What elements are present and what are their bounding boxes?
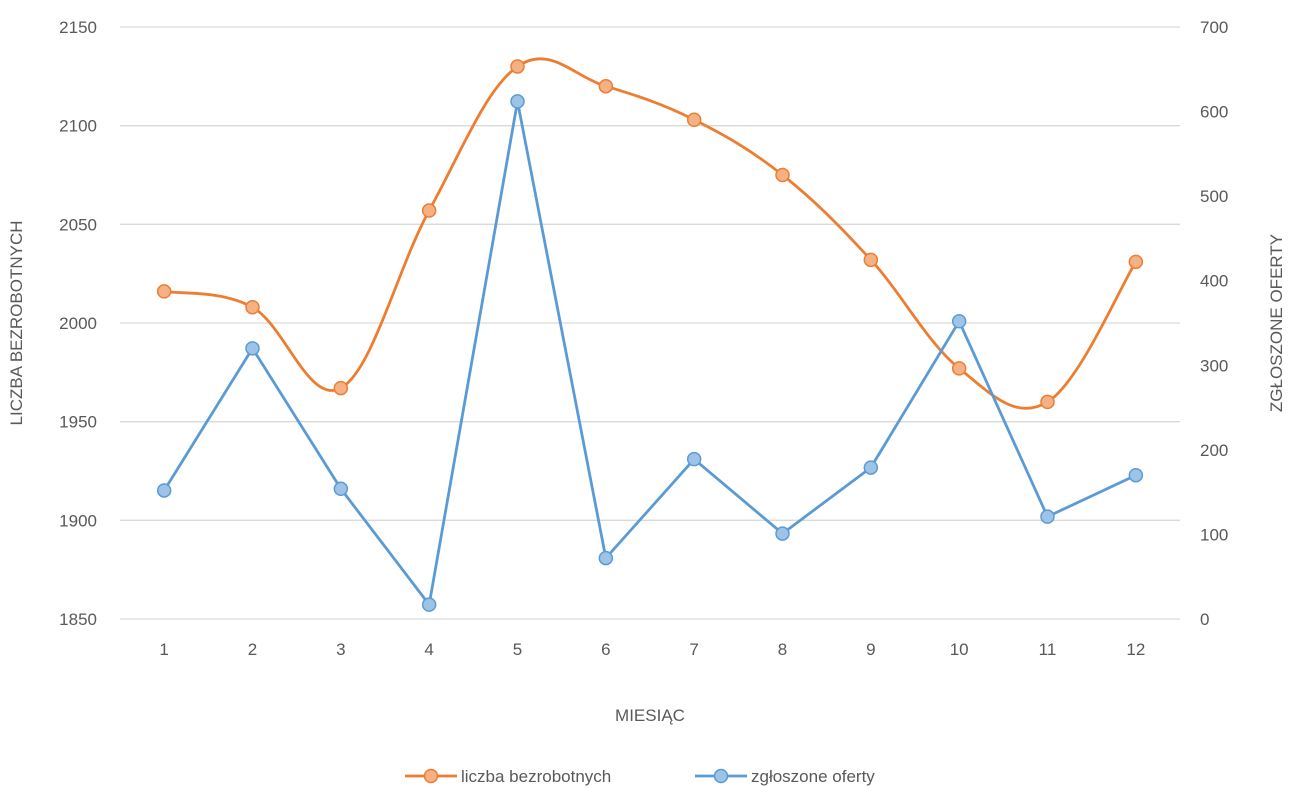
point-zgloszone-oferty-7 <box>686 451 702 467</box>
point-zgloszone-oferty-12 <box>1128 467 1144 483</box>
point-liczba-bezrobotnych-11 <box>1040 394 1055 410</box>
x-tick-label: 8 <box>778 640 787 659</box>
left-axis-ticks: 1850 1900 1950 2000 2050 2100 2150 <box>59 18 97 629</box>
left-tick-label: 1850 <box>59 610 97 629</box>
left-tick-label: 2100 <box>59 117 97 136</box>
right-tick-label: 300 <box>1200 356 1228 375</box>
legend-label-zgloszone-oferty: zgłoszone oferty <box>751 767 875 786</box>
point-zgloszone-oferty-9 <box>863 460 879 475</box>
point-liczba-bezrobotnych-10 <box>951 361 967 376</box>
point-zgloszone-oferty-6 <box>598 550 614 566</box>
point-zgloszone-oferty-5 <box>510 94 525 109</box>
point-zgloszone-oferty-3 <box>333 481 349 497</box>
point-zgloszone-oferty-4 <box>421 597 437 612</box>
legend: liczba bezrobotnych zgłoszone oferty <box>405 767 875 786</box>
point-liczba-bezrobotnych-4 <box>421 203 437 218</box>
x-tick-label: 9 <box>866 640 875 659</box>
left-tick-label: 2050 <box>59 215 97 234</box>
x-tick-label: 3 <box>336 640 345 659</box>
point-zgloszone-oferty-2 <box>245 341 260 356</box>
right-tick-label: 0 <box>1200 610 1209 629</box>
point-liczba-bezrobotnych-5 <box>510 59 525 74</box>
x-axis-ticks: 1 2 3 4 5 6 7 8 9 10 11 12 <box>159 640 1145 659</box>
right-tick-label: 200 <box>1200 441 1228 460</box>
left-tick-label: 1900 <box>59 511 97 530</box>
right-axis-ticks: 0 100 200 300 400 500 600 700 <box>1200 18 1228 629</box>
legend-label-liczba-bezrobotnych: liczba bezrobotnych <box>461 767 611 786</box>
point-liczba-bezrobotnych-3 <box>333 380 349 396</box>
point-zgloszone-oferty-10 <box>951 314 967 329</box>
x-tick-label: 5 <box>513 640 522 659</box>
x-tick-label: 11 <box>1039 640 1057 659</box>
left-tick-label: 2000 <box>59 314 97 333</box>
x-tick-label: 10 <box>950 640 969 659</box>
right-tick-label: 400 <box>1200 272 1228 291</box>
x-axis-title: MIESIĄC <box>615 706 685 725</box>
legend-item-liczba-bezrobotnych: liczba bezrobotnych <box>405 767 611 786</box>
point-liczba-bezrobotnych-12 <box>1128 254 1144 270</box>
left-axis-title: LICZBA BEZROBOTNYCH <box>7 221 26 426</box>
left-tick-label: 1950 <box>59 413 97 432</box>
legend-marker-zgloszone-oferty <box>713 768 729 784</box>
x-tick-label: 1 <box>159 640 168 659</box>
right-tick-label: 700 <box>1200 18 1228 37</box>
series-line-liczba-bezrobotnych <box>163 57 1138 410</box>
point-liczba-bezrobotnych-1 <box>156 284 172 299</box>
series-line-zgloszone-oferty <box>162 100 1137 607</box>
right-tick-label: 500 <box>1200 187 1228 206</box>
point-zgloszone-oferty-1 <box>156 483 172 498</box>
point-liczba-bezrobotnych-7 <box>686 112 702 127</box>
x-tick-label: 6 <box>601 640 610 659</box>
right-tick-label: 100 <box>1200 525 1228 544</box>
series-layer <box>156 57 1144 612</box>
point-liczba-bezrobotnych-6 <box>598 78 614 94</box>
legend-item-zgloszone-oferty: zgłoszone oferty <box>695 767 875 786</box>
gridlines <box>120 26 1180 620</box>
point-zgloszone-oferty-11 <box>1040 509 1055 524</box>
point-liczba-bezrobotnych-2 <box>245 299 260 315</box>
legend-marker-liczba-bezrobotnych <box>423 768 439 784</box>
left-tick-label: 2150 <box>59 18 97 37</box>
point-zgloszone-oferty-8 <box>775 526 790 541</box>
point-liczba-bezrobotnych-8 <box>775 167 790 183</box>
right-axis-title: ZGŁOSZONE OFERTY <box>1267 234 1286 412</box>
x-tick-label: 2 <box>248 640 257 659</box>
x-tick-label: 12 <box>1126 640 1145 659</box>
x-tick-label: 7 <box>689 640 698 659</box>
x-tick-label: 4 <box>424 640 433 659</box>
point-liczba-bezrobotnych-9 <box>863 252 879 268</box>
right-tick-label: 600 <box>1200 103 1228 122</box>
